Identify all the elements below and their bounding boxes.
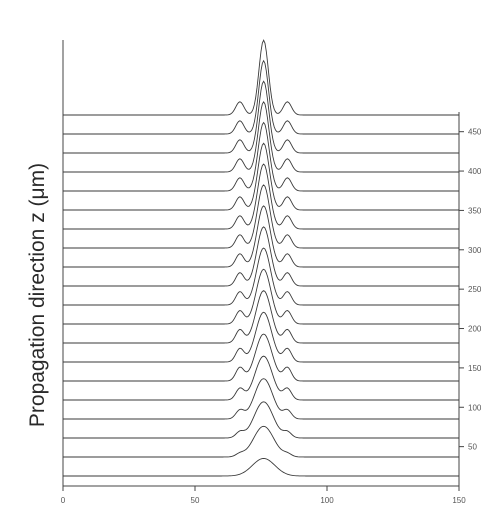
profile-trace-20: [63, 39, 459, 116]
x-ticks: 0 50 100 150: [61, 486, 466, 505]
z-tick-label: 450: [468, 128, 482, 137]
z-tick-label: 300: [468, 246, 482, 255]
profile-trace-3: [63, 401, 459, 439]
z-tick-label: 350: [468, 206, 482, 215]
profile-trace-10: [63, 247, 459, 306]
profile-trace-12: [63, 205, 459, 268]
profile-trace-4: [63, 378, 459, 420]
profile-trace-13: [63, 184, 459, 249]
profile-trace-14: [63, 163, 459, 230]
profile-traces: [63, 39, 459, 477]
profile-trace-2: [63, 425, 459, 458]
z-tick-label: 400: [468, 167, 482, 176]
y-axis-label: Propagation direction z (μm): [26, 163, 49, 427]
x-tick-label: 150: [452, 496, 466, 505]
x-tick-label: 100: [320, 496, 334, 505]
profile-trace-16: [63, 121, 459, 192]
z-tick-label: 250: [468, 285, 482, 294]
profile-trace-17: [63, 101, 459, 173]
profile-trace-6: [63, 333, 459, 382]
profile-trace-18: [63, 80, 459, 154]
z-tick-label: 100: [468, 403, 482, 412]
z-tick-label: 50: [468, 443, 477, 452]
z-tick-label: 150: [468, 364, 482, 373]
profile-trace-7: [63, 311, 459, 363]
profile-trace-8: [63, 290, 459, 344]
z-ticks: 50 100 150 200 250 300 350 400 450: [459, 128, 482, 452]
z-tick-label: 200: [468, 325, 482, 334]
profile-trace-15: [63, 142, 459, 211]
x-tick-label: 50: [191, 496, 200, 505]
x-tick-label: 0: [61, 496, 66, 505]
profile-trace-19: [63, 59, 459, 135]
profile-trace-1: [63, 457, 459, 477]
profile-trace-5: [63, 355, 459, 401]
profile-trace-11: [63, 226, 459, 287]
profile-trace-9: [63, 268, 459, 325]
